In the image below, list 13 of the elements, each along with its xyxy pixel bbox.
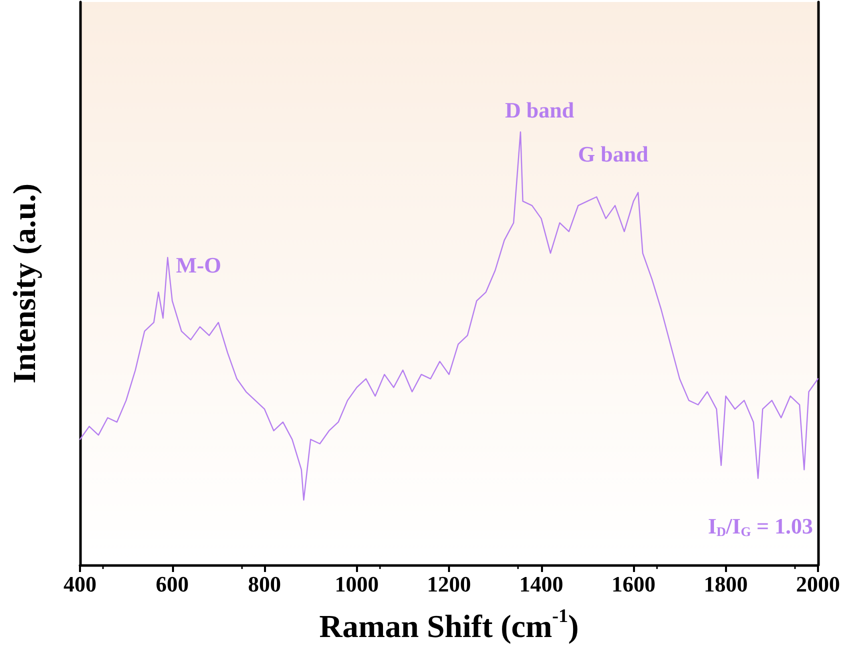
x-tick-label: 800 bbox=[248, 572, 281, 596]
y-axis-title: Intensity (a.u.) bbox=[6, 183, 42, 384]
x-tick-label: 1000 bbox=[334, 572, 379, 596]
x-tick-label: 2000 bbox=[796, 572, 840, 596]
x-tick-label: 1800 bbox=[704, 572, 748, 596]
x-tick-label: 1200 bbox=[427, 572, 471, 596]
annotation: M-O bbox=[176, 252, 222, 278]
x-tick-label: 400 bbox=[64, 572, 96, 596]
text: D band bbox=[505, 98, 574, 122]
x-tick-label: 1400 bbox=[519, 572, 564, 596]
annotation: G band bbox=[578, 142, 648, 166]
x-tick-label: 600 bbox=[156, 572, 189, 596]
x-tick-label: 1600 bbox=[612, 572, 656, 596]
